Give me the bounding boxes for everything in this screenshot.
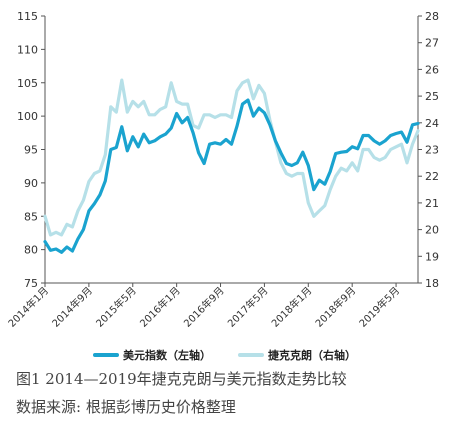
right-y-tick-label: 20 (425, 224, 439, 237)
czk-series-line (43, 78, 420, 237)
x-tick-label: 2015年5月 (93, 284, 139, 330)
left-y-tick-label: 110 (17, 43, 38, 56)
left-y-tick-label: 85 (24, 210, 38, 223)
left-y-tick-label: 115 (17, 10, 38, 23)
left-y-tick-label: 100 (17, 110, 38, 123)
right-y-tick-label: 28 (425, 10, 439, 23)
x-tick-label: 2017年5月 (225, 284, 271, 330)
left-y-tick-label: 105 (17, 77, 38, 90)
left-y-tick-label: 95 (24, 144, 38, 157)
right-y-tick-label: 23 (425, 144, 439, 157)
chart-series-lines (43, 78, 420, 254)
right-y-tick-label: 18 (425, 277, 439, 290)
x-tick-label: 2019年5月 (356, 284, 402, 330)
right-y-tick-label: 24 (425, 117, 439, 130)
line-chart: 75 80 85 90 95 100 105 110 115 18 19 20 21 22 23 24 25 26… (5, 10, 439, 362)
x-tick-label: 2016年9月 (181, 284, 227, 330)
x-tick-label: 2014年1月 (5, 284, 51, 330)
figure-caption: 图1 2014—2019年捷克克朗与美元指数走势比较 (16, 370, 347, 388)
left-y-tick-label: 90 (24, 177, 38, 190)
left-y-tick-label: 80 (24, 244, 38, 257)
right-y-tick-label: 26 (425, 63, 439, 76)
x-tick-label: 2018年1月 (269, 284, 315, 330)
legend-label: 美元指数（左轴） (123, 348, 211, 362)
x-tick-label: 2018年9月 (312, 284, 358, 330)
x-tick-label: 2014年9月 (49, 284, 95, 330)
chart-legend: 美元指数（左轴） 捷克克朗（右轴） (93, 348, 356, 362)
right-y-tick-label: 19 (425, 250, 439, 263)
chart-axes: 75 80 85 90 95 100 105 110 115 18 19 20 21 22 23 24 25 26… (5, 10, 439, 330)
usd-index-series-line (43, 98, 420, 254)
right-y-tick-label: 21 (425, 197, 439, 210)
legend-label: 捷克克朗（右轴） (268, 348, 356, 362)
right-y-tick-label: 25 (425, 90, 439, 103)
left-y-tick-label: 75 (24, 277, 38, 290)
right-y-tick-label: 27 (425, 37, 439, 50)
right-y-tick-label: 22 (425, 170, 439, 183)
data-source-note: 数据来源: 根据彭博历史价格整理 (16, 398, 236, 416)
x-tick-label: 2016年1月 (137, 284, 183, 330)
